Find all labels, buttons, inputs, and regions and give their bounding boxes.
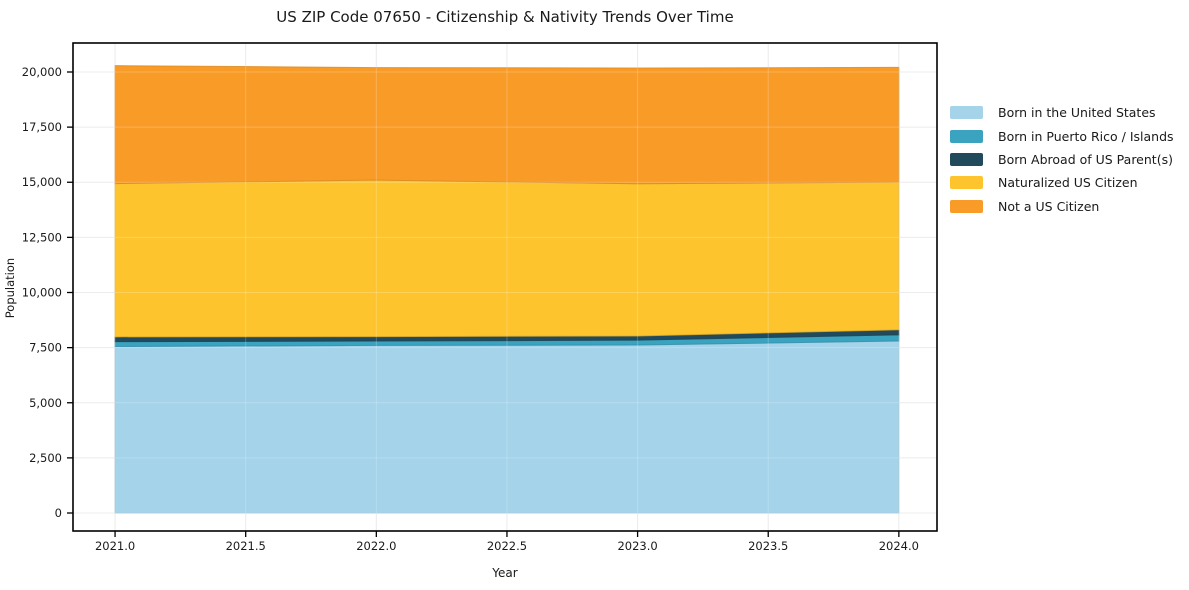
y-tick-label: 7,500	[29, 341, 62, 355]
legend-item: Not a US Citizen	[950, 195, 1174, 218]
chart-title: US ZIP Code 07650 - Citizenship & Nativi…	[276, 8, 734, 26]
x-tick-label: 2023.5	[748, 539, 788, 553]
legend-label: Born in Puerto Rico / Islands	[998, 128, 1174, 144]
y-tick-label: 17,500	[22, 120, 62, 134]
x-tick-label: 2024.0	[879, 539, 919, 553]
x-tick-label: 2021.5	[226, 539, 266, 553]
x-tick-label: 2022.0	[356, 539, 396, 553]
x-tick-label: 2023.0	[617, 539, 657, 553]
y-tick-label: 2,500	[29, 451, 62, 465]
legend-label: Born in the United States	[998, 105, 1156, 121]
x-tick-label: 2021.0	[95, 539, 135, 553]
legend-swatch	[950, 176, 983, 190]
legend-item: Born in Puerto Rico / Islands	[950, 124, 1174, 147]
legend-label: Not a US Citizen	[998, 198, 1100, 214]
y-tick-label: 5,000	[29, 396, 62, 410]
y-tick-label: 15,000	[22, 175, 62, 189]
plot-frame	[72, 42, 938, 532]
legend-swatch	[950, 152, 983, 166]
legend-label: Naturalized US Citizen	[998, 175, 1138, 191]
legend-item: Born Abroad of US Parent(s)	[950, 148, 1174, 171]
legend: Born in the United States Born in Puerto …	[950, 101, 1174, 218]
legend-item: Born in the United States	[950, 101, 1174, 124]
x-axis-label: Year	[492, 566, 518, 580]
y-tick-label: 0	[55, 506, 62, 520]
x-tick-label: 2022.5	[487, 539, 527, 553]
y-tick-label: 10,000	[22, 286, 62, 300]
y-axis-label: Population	[3, 257, 17, 319]
legend-swatch	[950, 199, 983, 213]
legend-label: Born Abroad of US Parent(s)	[998, 151, 1173, 167]
y-tick-label: 12,500	[22, 230, 62, 244]
legend-swatch	[950, 129, 983, 143]
area-series-4	[114, 65, 900, 185]
y-tick-label: 20,000	[22, 65, 62, 79]
legend-swatch	[950, 106, 983, 120]
legend-item: Naturalized US Citizen	[950, 171, 1174, 194]
